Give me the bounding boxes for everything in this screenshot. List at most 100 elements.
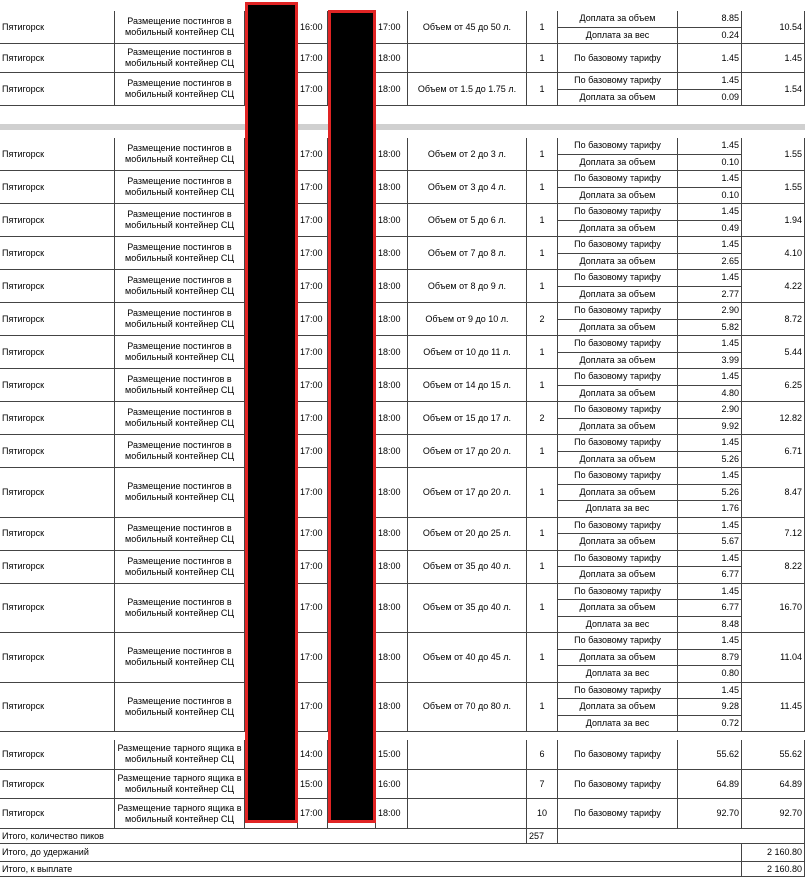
tariff-label: Доплата за объем — [558, 451, 678, 468]
city: Пятигорск — [0, 270, 115, 303]
start-time: 17:00 — [298, 583, 328, 633]
volume — [408, 740, 527, 770]
tariff-amount: 0.09 — [678, 89, 742, 106]
tariff-label: Доплата за объем — [558, 319, 678, 336]
service: Размещение постингов в мобильный контейн… — [115, 44, 245, 73]
end-time: 18:00 — [376, 799, 408, 830]
tariff-amount: 2.65 — [678, 253, 742, 270]
summary-count: 257 — [527, 829, 558, 844]
count: 1 — [527, 44, 558, 73]
volume — [408, 44, 527, 73]
city: Пятигорск — [0, 402, 115, 435]
count: 1 — [527, 468, 558, 518]
tariff-amount: 0.24 — [678, 27, 742, 44]
start-time: 17:00 — [298, 237, 328, 270]
end-time: 18:00 — [376, 73, 408, 106]
tariff-label: Доплата за объем — [558, 89, 678, 106]
service: Размещение постингов в мобильный контейн… — [115, 237, 245, 270]
volume: Объем от 40 до 45 л. — [408, 633, 527, 683]
service: Размещение постингов в мобильный контейн… — [115, 204, 245, 237]
total: 6.71 — [742, 435, 805, 468]
start-time: 17:00 — [298, 336, 328, 369]
tariff-label: По базовому тарифу — [558, 138, 678, 155]
service: Размещение постингов в мобильный контейн… — [115, 633, 245, 683]
end-time: 18:00 — [376, 138, 408, 171]
summary-empty — [558, 829, 805, 844]
count: 6 — [527, 740, 558, 770]
total: 11.45 — [742, 682, 805, 732]
end-time: 18:00 — [376, 583, 408, 633]
tariff-amount: 2.90 — [678, 402, 742, 419]
volume: Объем от 10 до 11 л. — [408, 336, 527, 369]
tariff-amount: 1.45 — [678, 138, 742, 155]
service: Размещение постингов в мобильный контейн… — [115, 369, 245, 402]
tariff-amount: 0.10 — [678, 187, 742, 204]
volume: Объем от 1.5 до 1.75 л. — [408, 73, 527, 106]
tariff-label: По базовому тарифу — [558, 435, 678, 452]
tariff-label: По базовому тарифу — [558, 171, 678, 188]
total: 64.89 — [742, 769, 805, 800]
tariff-label: Доплата за объем — [558, 385, 678, 402]
end-time: 18:00 — [376, 517, 408, 551]
total: 4.10 — [742, 237, 805, 270]
tariff-label: Доплата за объем — [558, 418, 678, 435]
end-time: 18:00 — [376, 468, 408, 518]
tariff-label: По базовому тарифу — [558, 336, 678, 353]
city: Пятигорск — [0, 435, 115, 468]
tariff-amount: 0.49 — [678, 220, 742, 237]
tariff-amount: 5.26 — [678, 484, 742, 501]
total: 6.25 — [742, 369, 805, 402]
end-time: 18:00 — [376, 336, 408, 369]
volume: Объем от 7 до 8 л. — [408, 237, 527, 270]
count: 1 — [527, 435, 558, 468]
city: Пятигорск — [0, 73, 115, 106]
tariff-amount: 92.70 — [678, 799, 742, 830]
summary-total: 2 160.80 — [742, 844, 805, 862]
tariff-label: По базовому тарифу — [558, 583, 678, 600]
summary-total: 2 160.80 — [742, 862, 805, 877]
service: Размещение постингов в мобильный контейн… — [115, 138, 245, 171]
start-time: 17:00 — [298, 270, 328, 303]
count: 1 — [527, 11, 558, 44]
tariff-amount: 5.67 — [678, 534, 742, 551]
city: Пятигорск — [0, 769, 115, 800]
volume: Объем от 15 до 17 л. — [408, 402, 527, 435]
tariff-amount: 9.92 — [678, 418, 742, 435]
end-time: 17:00 — [376, 11, 408, 44]
end-time: 15:00 — [376, 740, 408, 770]
start-time: 17:00 — [298, 550, 328, 584]
volume: Объем от 35 до 40 л. — [408, 583, 527, 633]
start-time: 17:00 — [298, 435, 328, 468]
tariff-amount: 1.45 — [678, 336, 742, 353]
tariff-amount: 5.26 — [678, 451, 742, 468]
count: 1 — [527, 583, 558, 633]
end-time: 18:00 — [376, 303, 408, 336]
tariff-amount: 6.77 — [678, 600, 742, 617]
end-time: 18:00 — [376, 550, 408, 584]
start-time: 17:00 — [298, 171, 328, 204]
tariff-label: Доплата за объем — [558, 11, 678, 28]
service: Размещение постингов в мобильный контейн… — [115, 468, 245, 518]
start-time: 17:00 — [298, 402, 328, 435]
tariff-label: Доплата за вес — [558, 616, 678, 633]
tariff-amount: 2.77 — [678, 286, 742, 303]
tariff-label: Доплата за вес — [558, 27, 678, 44]
city: Пятигорск — [0, 517, 115, 551]
tariff-amount: 1.45 — [678, 237, 742, 254]
total: 5.44 — [742, 336, 805, 369]
start-time: 17:00 — [298, 73, 328, 106]
tariff-label: Доплата за объем — [558, 253, 678, 270]
service: Размещение постингов в мобильный контейн… — [115, 336, 245, 369]
total: 1.94 — [742, 204, 805, 237]
total: 8.72 — [742, 303, 805, 336]
start-time: 15:00 — [298, 769, 328, 800]
tariff-label: По базовому тарифу — [558, 799, 678, 830]
tariff-label: Доплата за вес — [558, 666, 678, 683]
service: Размещение тарного ящика в мобильный кон… — [115, 799, 245, 830]
count: 1 — [527, 633, 558, 683]
summary-label: Итого, количество пиков — [0, 829, 527, 844]
tariff-label: По базовому тарифу — [558, 303, 678, 320]
tariff-label: По базовому тарифу — [558, 402, 678, 419]
tariff-label: По базовому тарифу — [558, 682, 678, 699]
tariff-amount: 6.77 — [678, 567, 742, 584]
